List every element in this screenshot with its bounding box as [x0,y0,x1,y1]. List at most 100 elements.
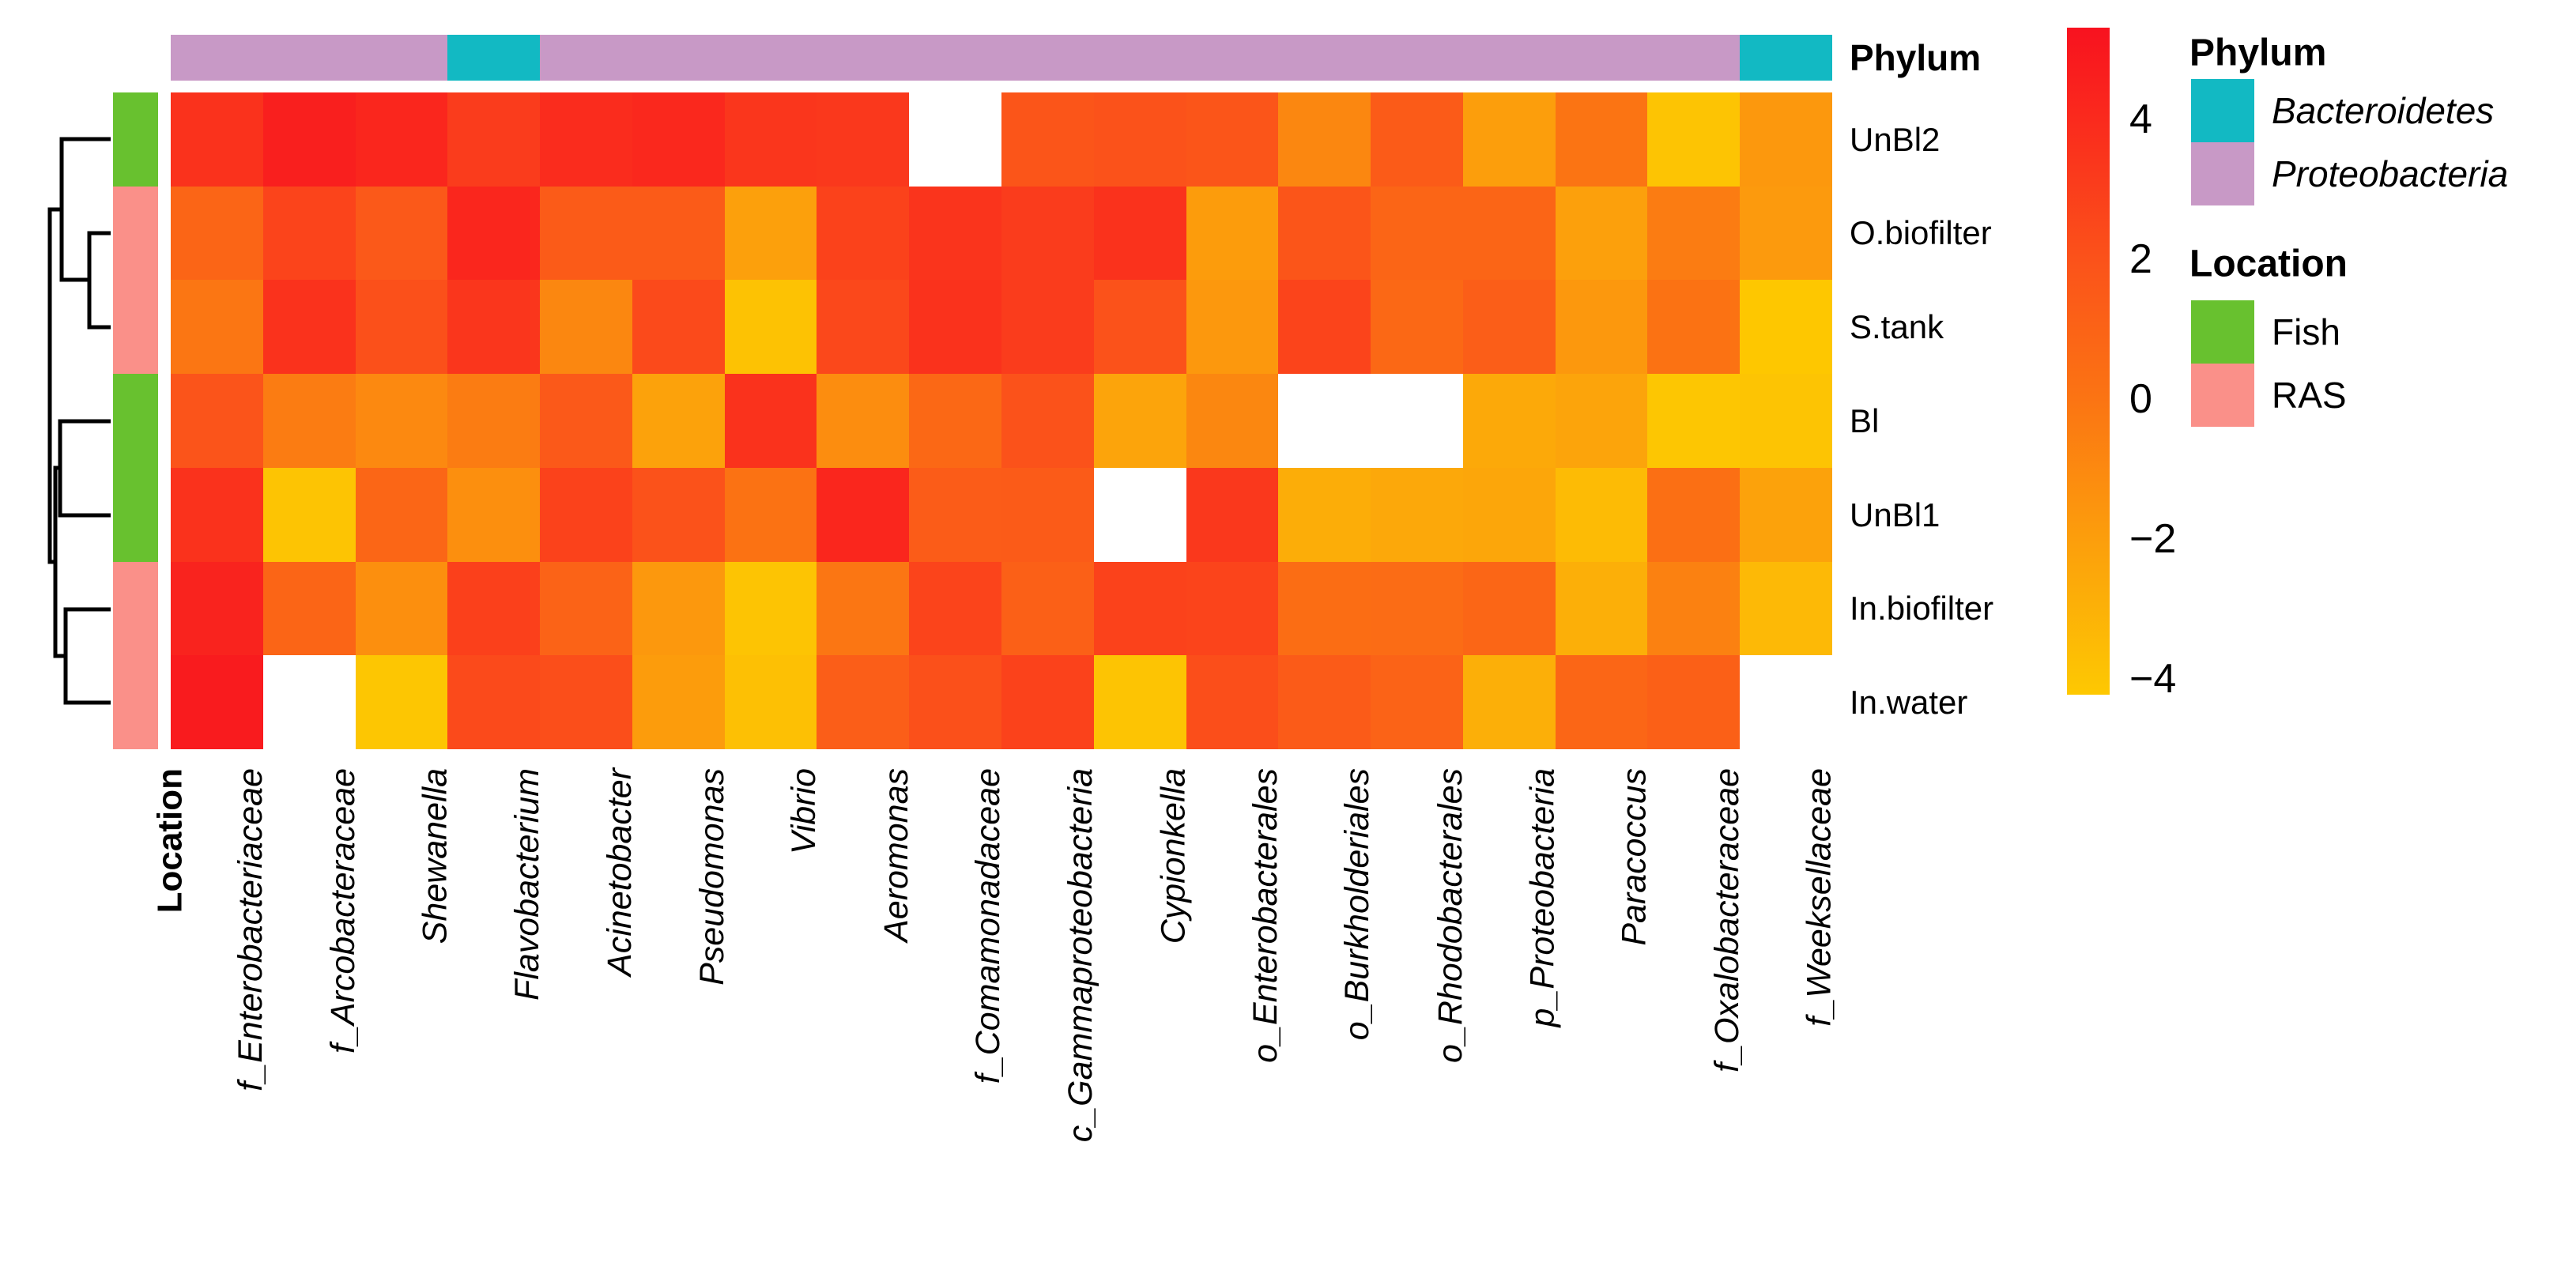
heatmap-cell [1740,655,1832,749]
phylum-annotation-segment [1278,35,1371,81]
heatmap-cell [725,468,817,562]
dendrogram-branch [53,466,66,658]
heatmap-cell [725,92,817,187]
legend-location-title: Location [2189,243,2348,285]
column-label: c_Gammaproteobacteria [1062,768,1100,1143]
heatmap-cell [817,562,909,655]
row-label: UnBl2 [1850,120,1940,158]
row-label: In.biofilter [1850,590,1994,627]
heatmap-cell [263,280,356,374]
heatmap-cell [632,187,725,280]
heatmap-cell [356,468,447,562]
phylum-annotation-title: Phylum [1850,37,1982,78]
heatmap-cell [171,655,263,749]
heatmap-cell [447,468,540,562]
heatmap-cell [632,374,725,468]
heatmap-cell [1740,562,1832,655]
colorbar-tick-label: −2 [2129,515,2177,562]
heatmap-cell [356,374,447,468]
dendrogram-branch [47,207,62,564]
heatmap-cell [1371,92,1463,187]
legend-phylum-title: Phylum [2189,32,2327,74]
heatmap-cell [263,187,356,280]
heatmap-cell [817,280,909,374]
legend-item-label: RAS [2272,375,2347,416]
heatmap-cell [1371,187,1463,280]
column-label: Cypionkella [1154,768,1193,944]
column-label: Paracoccus [1616,768,1654,946]
heatmap-cell [171,187,263,280]
location-annotation-segment [113,92,158,187]
heatmap-cell [171,92,263,187]
heatmap-cell [1556,92,1647,187]
column-label: f_Arcobacteraceae [323,768,362,1054]
row-label: O.biofilter [1850,214,1992,251]
heatmap-cell [263,655,356,749]
phylum-annotation-segment [1556,35,1647,81]
heatmap-cell [1463,92,1556,187]
heatmap-cell [356,655,447,749]
heatmap-cell [1094,280,1186,374]
heatmap-cell [1094,655,1186,749]
heatmap-cell [540,280,632,374]
heatmap-cell [263,92,356,187]
heatmap-cell [447,562,540,655]
heatmap-cell [1094,468,1186,562]
heatmap-cell [447,187,540,280]
heatmap-cell [1556,374,1647,468]
heatmap-cell [1463,562,1556,655]
phylum-annotation-segment [263,35,356,81]
legend-swatch [2191,79,2254,142]
heatmap-cell [263,468,356,562]
heatmap-cell [1001,280,1094,374]
heatmap-cell [540,92,632,187]
row-label: UnBl1 [1850,496,1940,533]
heatmap-cell [632,468,725,562]
heatmap-cell [1740,374,1832,468]
heatmap-cell [356,562,447,655]
column-label: Aeromonas [877,768,915,942]
colorbar-tick-label: 2 [2129,236,2152,282]
phylum-annotation-segment [725,35,817,81]
heatmap-cell [1463,280,1556,374]
legend-item-label: Fish [2272,311,2340,352]
location-annotation-segment [113,374,158,468]
column-label: f_Oxalobacteraceae [1707,768,1746,1072]
heatmap-cell [725,562,817,655]
heatmap-cell [263,374,356,468]
heatmap-cell [909,92,1001,187]
phylum-annotation-segment [1094,35,1186,81]
heatmap-cell [1278,468,1371,562]
location-annotation-segment [113,562,158,655]
heatmap-cell [1647,655,1740,749]
row-label: S.tank [1850,307,1944,345]
location-annotation-segment [113,655,158,749]
heatmap-cell [817,374,909,468]
heatmap-cell [1001,187,1094,280]
column-label: Acinetobacter [600,768,639,976]
heatmap-cell [1463,187,1556,280]
colorbar-tick-label: 4 [2129,96,2152,142]
heatmap-cell [1647,280,1740,374]
legend-item-label: Bacteroidetes [2272,90,2495,131]
heatmap-cell [1278,655,1371,749]
column-label: o_Enterobacterales [1247,768,1284,1063]
heatmap-cell [1647,374,1740,468]
dendrogram-branch [87,231,111,330]
row-label: Bl [1850,401,1880,439]
heatmap-cell [540,187,632,280]
phylum-annotation-segment [1001,35,1094,81]
heatmap-cell [1278,374,1371,468]
column-label: o_Burkholderiales [1338,768,1377,1041]
heatmap-cell [725,187,817,280]
row-label: In.water [1850,683,1968,721]
heatmap-cell [1186,92,1278,187]
heatmap-cell [1001,562,1094,655]
heatmap-cell [1186,562,1278,655]
heatmap-cell [1094,187,1186,280]
legend-swatch [2191,142,2254,205]
legend-swatch [2191,300,2254,364]
phylum-annotation-segment [632,35,725,81]
heatmap-cell [1371,374,1463,468]
location-annotation-segment [113,280,158,374]
